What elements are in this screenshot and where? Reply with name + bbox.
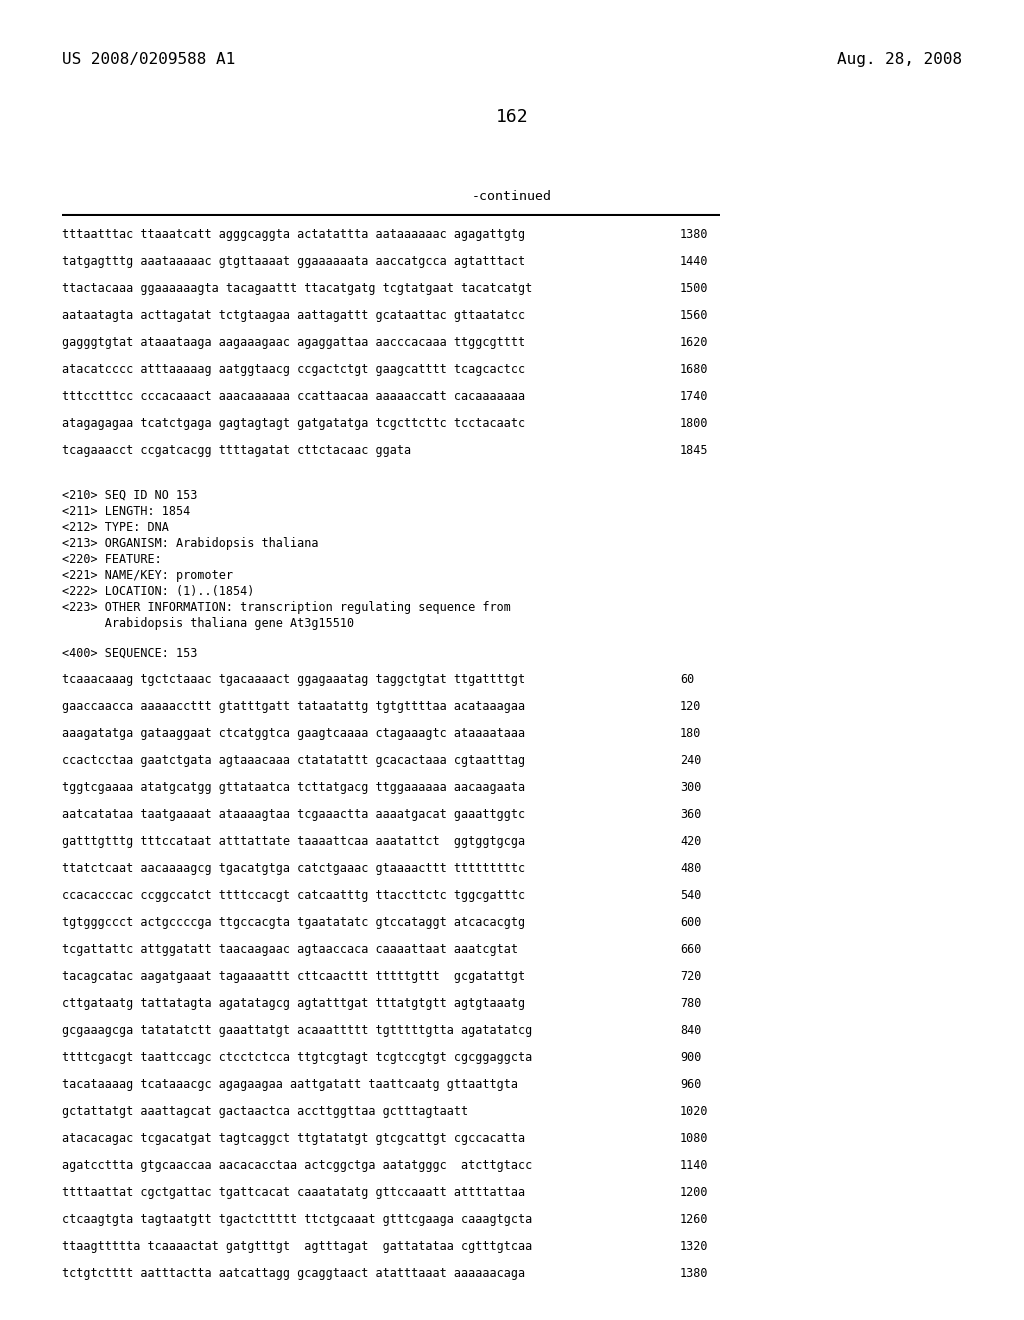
Text: <222> LOCATION: (1)..(1854): <222> LOCATION: (1)..(1854) — [62, 585, 254, 598]
Text: 1380: 1380 — [680, 1267, 709, 1280]
Text: tacagcatac aagatgaaat tagaaaattt cttcaacttt tttttgttt  gcgatattgt: tacagcatac aagatgaaat tagaaaattt cttcaac… — [62, 970, 525, 983]
Text: 300: 300 — [680, 781, 701, 795]
Text: <212> TYPE: DNA: <212> TYPE: DNA — [62, 521, 169, 535]
Text: 240: 240 — [680, 754, 701, 767]
Text: cttgataatg tattatagta agatatagcg agtatttgat tttatgtgtt agtgtaaatg: cttgataatg tattatagta agatatagcg agtattt… — [62, 997, 525, 1010]
Text: 1260: 1260 — [680, 1213, 709, 1226]
Text: Arabidopsis thaliana gene At3g15510: Arabidopsis thaliana gene At3g15510 — [62, 616, 354, 630]
Text: 960: 960 — [680, 1078, 701, 1092]
Text: ttttcgacgt taattccagc ctcctctcca ttgtcgtagt tcgtccgtgt cgcggaggcta: ttttcgacgt taattccagc ctcctctcca ttgtcgt… — [62, 1051, 532, 1064]
Text: tttcctttcc cccacaaact aaacaaaaaa ccattaacaa aaaaaccatt cacaaaaaaa: tttcctttcc cccacaaact aaacaaaaaa ccattaa… — [62, 389, 525, 403]
Text: ctcaagtgta tagtaatgtt tgactcttttt ttctgcaaat gtttcgaaga caaagtgcta: ctcaagtgta tagtaatgtt tgactcttttt ttctgc… — [62, 1213, 532, 1226]
Text: 1740: 1740 — [680, 389, 709, 403]
Text: <220> FEATURE:: <220> FEATURE: — [62, 553, 162, 566]
Text: 120: 120 — [680, 700, 701, 713]
Text: gcgaaagcga tatatatctt gaaattatgt acaaattttt tgtttttgtta agatatatcg: gcgaaagcga tatatatctt gaaattatgt acaaatt… — [62, 1024, 532, 1038]
Text: gaaccaacca aaaaaccttt gtatttgatt tataatattg tgtgttttaa acataaagaa: gaaccaacca aaaaaccttt gtatttgatt tataata… — [62, 700, 525, 713]
Text: <223> OTHER INFORMATION: transcription regulating sequence from: <223> OTHER INFORMATION: transcription r… — [62, 601, 511, 614]
Text: ttttaattat cgctgattac tgattcacat caaatatatg gttccaaatt attttattaa: ttttaattat cgctgattac tgattcacat caaatat… — [62, 1185, 525, 1199]
Text: 162: 162 — [496, 108, 528, 125]
Text: tatgagtttg aaataaaaac gtgttaaaat ggaaaaaata aaccatgcca agtatttact: tatgagtttg aaataaaaac gtgttaaaat ggaaaaa… — [62, 255, 525, 268]
Text: 1380: 1380 — [680, 228, 709, 242]
Text: aaagatatga gataaggaat ctcatggtca gaagtcaaaa ctagaaagtc ataaaataaa: aaagatatga gataaggaat ctcatggtca gaagtca… — [62, 727, 525, 741]
Text: tgtgggccct actgccccga ttgccacgta tgaatatatc gtccataggt atcacacgtg: tgtgggccct actgccccga ttgccacgta tgaatat… — [62, 916, 525, 929]
Text: 1500: 1500 — [680, 282, 709, 294]
Text: <400> SEQUENCE: 153: <400> SEQUENCE: 153 — [62, 647, 198, 660]
Text: 840: 840 — [680, 1024, 701, 1038]
Text: atacacagac tcgacatgat tagtcaggct ttgtatatgt gtcgcattgt cgccacatta: atacacagac tcgacatgat tagtcaggct ttgtata… — [62, 1133, 525, 1144]
Text: tcgattattc attggatatt taacaagaac agtaaccaca caaaattaat aaatcgtat: tcgattattc attggatatt taacaagaac agtaacc… — [62, 942, 518, 956]
Text: agatccttta gtgcaaccaa aacacacctaa actcggctga aatatgggc  atcttgtacc: agatccttta gtgcaaccaa aacacacctaa actcgg… — [62, 1159, 532, 1172]
Text: gagggtgtat ataaataaga aagaaagaac agaggattaa aacccacaaa ttggcgtttt: gagggtgtat ataaataaga aagaaagaac agaggat… — [62, 337, 525, 348]
Text: <213> ORGANISM: Arabidopsis thaliana: <213> ORGANISM: Arabidopsis thaliana — [62, 537, 318, 550]
Text: 1140: 1140 — [680, 1159, 709, 1172]
Text: 1620: 1620 — [680, 337, 709, 348]
Text: ccacacccac ccggccatct ttttccacgt catcaatttg ttaccttctc tggcgatttc: ccacacccac ccggccatct ttttccacgt catcaat… — [62, 888, 525, 902]
Text: atacatcccc atttaaaaag aatggtaacg ccgactctgt gaagcatttt tcagcactcc: atacatcccc atttaaaaag aatggtaacg ccgactc… — [62, 363, 525, 376]
Text: -continued: -continued — [472, 190, 552, 203]
Text: 1020: 1020 — [680, 1105, 709, 1118]
Text: 900: 900 — [680, 1051, 701, 1064]
Text: <221> NAME/KEY: promoter: <221> NAME/KEY: promoter — [62, 569, 233, 582]
Text: 600: 600 — [680, 916, 701, 929]
Text: 660: 660 — [680, 942, 701, 956]
Text: 1845: 1845 — [680, 444, 709, 457]
Text: tcaaacaaag tgctctaaac tgacaaaact ggagaaatag taggctgtat ttgattttgt: tcaaacaaag tgctctaaac tgacaaaact ggagaaa… — [62, 673, 525, 686]
Text: 480: 480 — [680, 862, 701, 875]
Text: tttaatttac ttaaatcatt agggcaggta actatattta aataaaaaac agagattgtg: tttaatttac ttaaatcatt agggcaggta actatat… — [62, 228, 525, 242]
Text: tcagaaacct ccgatcacgg ttttagatat cttctacaac ggata: tcagaaacct ccgatcacgg ttttagatat cttctac… — [62, 444, 411, 457]
Text: US 2008/0209588 A1: US 2008/0209588 A1 — [62, 51, 236, 67]
Text: 1560: 1560 — [680, 309, 709, 322]
Text: ttatctcaat aacaaaagcg tgacatgtga catctgaaac gtaaaacttt tttttttttc: ttatctcaat aacaaaagcg tgacatgtga catctga… — [62, 862, 525, 875]
Text: ttaagttttta tcaaaactat gatgtttgt  agtttagat  gattatataa cgtttgtcaa: ttaagttttta tcaaaactat gatgtttgt agtttag… — [62, 1239, 532, 1253]
Text: 1200: 1200 — [680, 1185, 709, 1199]
Text: tctgtctttt aatttactta aatcattagg gcaggtaact atatttaaat aaaaaacaga: tctgtctttt aatttactta aatcattagg gcaggta… — [62, 1267, 525, 1280]
Text: <211> LENGTH: 1854: <211> LENGTH: 1854 — [62, 506, 190, 517]
Text: 540: 540 — [680, 888, 701, 902]
Text: 360: 360 — [680, 808, 701, 821]
Text: aatcatataa taatgaaaat ataaaagtaa tcgaaactta aaaatgacat gaaattggtc: aatcatataa taatgaaaat ataaaagtaa tcgaaac… — [62, 808, 525, 821]
Text: Aug. 28, 2008: Aug. 28, 2008 — [837, 51, 962, 67]
Text: ttactacaaa ggaaaaaagta tacagaattt ttacatgatg tcgtatgaat tacatcatgt: ttactacaaa ggaaaaaagta tacagaattt ttacat… — [62, 282, 532, 294]
Text: 180: 180 — [680, 727, 701, 741]
Text: 1440: 1440 — [680, 255, 709, 268]
Text: atagagagaa tcatctgaga gagtagtagt gatgatatga tcgcttcttc tcctacaatc: atagagagaa tcatctgaga gagtagtagt gatgata… — [62, 417, 525, 430]
Text: ccactcctaa gaatctgata agtaaacaaa ctatatattt gcacactaaa cgtaatttag: ccactcctaa gaatctgata agtaaacaaa ctatata… — [62, 754, 525, 767]
Text: gctattatgt aaattagcat gactaactca accttggttaa gctttagtaatt: gctattatgt aaattagcat gactaactca accttgg… — [62, 1105, 468, 1118]
Text: 1800: 1800 — [680, 417, 709, 430]
Text: 1680: 1680 — [680, 363, 709, 376]
Text: 1320: 1320 — [680, 1239, 709, 1253]
Text: 1080: 1080 — [680, 1133, 709, 1144]
Text: 720: 720 — [680, 970, 701, 983]
Text: aataatagta acttagatat tctgtaagaa aattagattt gcataattac gttaatatcc: aataatagta acttagatat tctgtaagaa aattaga… — [62, 309, 525, 322]
Text: <210> SEQ ID NO 153: <210> SEQ ID NO 153 — [62, 488, 198, 502]
Text: tacataaaag tcataaacgc agagaagaa aattgatatt taattcaatg gttaattgta: tacataaaag tcataaacgc agagaagaa aattgata… — [62, 1078, 518, 1092]
Text: 60: 60 — [680, 673, 694, 686]
Text: 780: 780 — [680, 997, 701, 1010]
Text: 420: 420 — [680, 836, 701, 847]
Text: gatttgtttg tttccataat atttattate taaaattcaa aaatattct  ggtggtgcga: gatttgtttg tttccataat atttattate taaaatt… — [62, 836, 525, 847]
Text: tggtcgaaaa atatgcatgg gttataatca tcttatgacg ttggaaaaaa aacaagaata: tggtcgaaaa atatgcatgg gttataatca tcttatg… — [62, 781, 525, 795]
